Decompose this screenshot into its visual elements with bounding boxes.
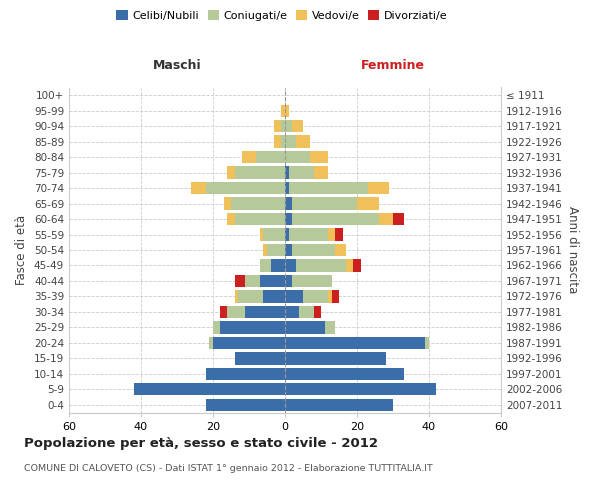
Bar xyxy=(274,120,281,132)
Bar xyxy=(220,321,285,334)
Bar xyxy=(235,290,238,302)
Bar xyxy=(285,228,289,240)
Bar xyxy=(285,260,296,272)
Bar xyxy=(292,213,379,225)
Bar xyxy=(353,260,361,272)
Bar xyxy=(235,166,285,179)
Bar xyxy=(299,306,314,318)
Bar xyxy=(292,120,303,132)
Bar xyxy=(206,182,285,194)
Bar xyxy=(425,336,429,349)
Bar xyxy=(289,228,328,240)
Bar xyxy=(260,228,263,240)
Bar xyxy=(285,213,292,225)
Bar xyxy=(328,290,332,302)
Text: Femmine: Femmine xyxy=(361,59,425,72)
Bar xyxy=(281,104,285,117)
Bar xyxy=(325,321,335,334)
Bar xyxy=(285,151,310,164)
Bar xyxy=(285,383,436,396)
Text: Maschi: Maschi xyxy=(152,59,202,72)
Bar xyxy=(213,321,220,334)
Bar xyxy=(296,260,346,272)
Bar xyxy=(328,228,335,240)
Bar xyxy=(235,213,285,225)
Bar xyxy=(285,166,289,179)
Bar xyxy=(285,182,289,194)
Bar xyxy=(227,166,235,179)
Bar xyxy=(292,198,357,210)
Bar xyxy=(285,244,292,256)
Bar xyxy=(303,290,328,302)
Bar xyxy=(242,151,256,164)
Bar xyxy=(285,290,303,302)
Bar xyxy=(292,244,335,256)
Bar xyxy=(335,244,346,256)
Y-axis label: Fasce di età: Fasce di età xyxy=(16,215,28,285)
Bar xyxy=(335,228,343,240)
Bar xyxy=(285,321,325,334)
Bar xyxy=(134,383,285,396)
Bar xyxy=(346,260,353,272)
Bar xyxy=(281,136,285,148)
Bar xyxy=(285,104,289,117)
Bar xyxy=(206,368,285,380)
Y-axis label: Anni di nascita: Anni di nascita xyxy=(566,206,579,294)
Bar xyxy=(224,198,231,210)
Bar xyxy=(213,336,285,349)
Bar xyxy=(191,182,206,194)
Bar xyxy=(285,306,299,318)
Bar xyxy=(285,198,292,210)
Bar xyxy=(245,306,285,318)
Bar xyxy=(206,398,285,411)
Bar xyxy=(285,368,404,380)
Bar xyxy=(231,198,285,210)
Bar xyxy=(256,151,285,164)
Text: COMUNE DI CALOVETO (CS) - Dati ISTAT 1° gennaio 2012 - Elaborazione TUTTITALIA.I: COMUNE DI CALOVETO (CS) - Dati ISTAT 1° … xyxy=(24,464,433,473)
Bar xyxy=(263,244,267,256)
Bar xyxy=(285,275,292,287)
Bar xyxy=(332,290,339,302)
Bar xyxy=(292,275,332,287)
Bar xyxy=(285,352,386,364)
Bar xyxy=(220,306,227,318)
Bar xyxy=(281,120,285,132)
Bar xyxy=(245,275,260,287)
Legend: Celibi/Nubili, Coniugati/e, Vedovi/e, Divorziati/e: Celibi/Nubili, Coniugati/e, Vedovi/e, Di… xyxy=(114,8,450,23)
Bar xyxy=(260,275,285,287)
Bar xyxy=(263,228,285,240)
Bar xyxy=(267,244,285,256)
Bar xyxy=(393,213,404,225)
Bar xyxy=(379,213,393,225)
Bar xyxy=(271,260,285,272)
Bar xyxy=(314,166,328,179)
Bar xyxy=(235,275,245,287)
Bar xyxy=(227,306,245,318)
Bar xyxy=(274,136,281,148)
Bar xyxy=(285,120,292,132)
Bar xyxy=(260,260,271,272)
Bar xyxy=(314,306,321,318)
Bar xyxy=(296,136,310,148)
Bar xyxy=(238,290,263,302)
Bar xyxy=(263,290,285,302)
Bar xyxy=(357,198,379,210)
Bar xyxy=(285,336,425,349)
Bar xyxy=(289,166,314,179)
Bar xyxy=(285,136,296,148)
Text: Popolazione per età, sesso e stato civile - 2012: Popolazione per età, sesso e stato civil… xyxy=(24,438,378,450)
Bar xyxy=(368,182,389,194)
Bar xyxy=(235,352,285,364)
Bar xyxy=(285,398,393,411)
Bar xyxy=(289,182,368,194)
Bar xyxy=(227,213,235,225)
Bar xyxy=(310,151,328,164)
Bar xyxy=(209,336,213,349)
